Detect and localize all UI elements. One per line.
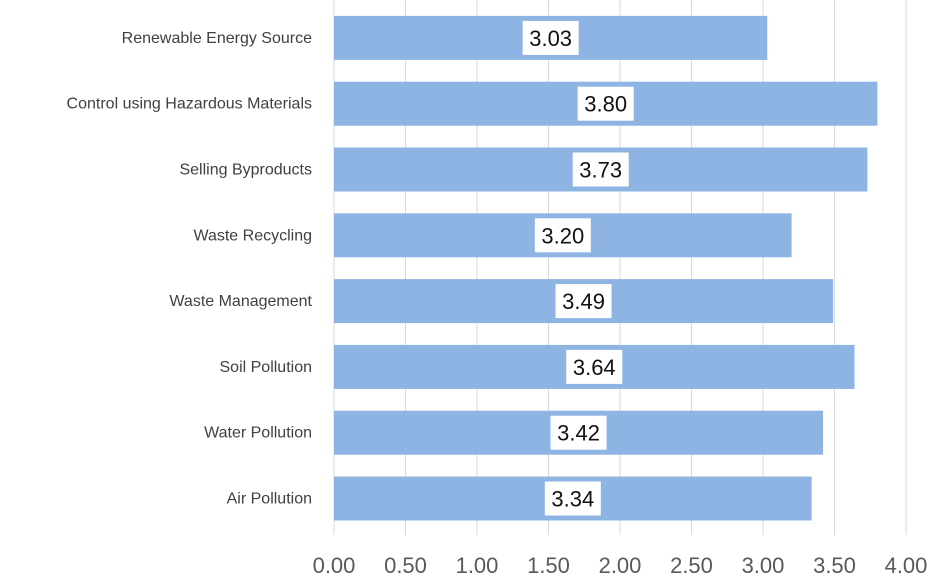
data-label-box bbox=[522, 20, 579, 55]
x-tick-label: 1.00 bbox=[456, 553, 499, 578]
x-tick-label: 2.50 bbox=[670, 553, 713, 578]
category-label: Water Pollution bbox=[204, 425, 312, 442]
x-tick-label: 2.00 bbox=[599, 553, 642, 578]
data-label: 3.64 bbox=[573, 355, 616, 380]
x-tick-label: 0.50 bbox=[384, 553, 427, 578]
data-label: 3.49 bbox=[562, 289, 605, 314]
data-label-box bbox=[572, 152, 629, 187]
data-label-box bbox=[555, 284, 612, 319]
x-tick-label: 3.00 bbox=[742, 553, 785, 578]
data-label: 3.73 bbox=[579, 158, 622, 183]
data-label: 3.42 bbox=[557, 421, 600, 446]
data-label-box bbox=[566, 349, 623, 384]
category-label: Waste Recycling bbox=[193, 227, 312, 244]
category-label: Waste Management bbox=[169, 293, 312, 310]
x-tick-label: 3.50 bbox=[813, 553, 856, 578]
data-label-box bbox=[577, 86, 634, 121]
data-label-box bbox=[544, 481, 601, 516]
category-label: Air Pollution bbox=[227, 491, 312, 508]
data-label: 3.20 bbox=[541, 223, 584, 248]
category-label: Control using Hazardous Materials bbox=[67, 96, 312, 113]
category-label: Selling Byproducts bbox=[179, 162, 312, 179]
x-tick-label: 0.00 bbox=[313, 553, 356, 578]
category-label: Soil Pollution bbox=[220, 359, 313, 376]
x-tick-label: 4.00 bbox=[885, 553, 928, 578]
data-label: 3.34 bbox=[551, 487, 594, 512]
category-label: Renewable Energy Source bbox=[122, 30, 312, 47]
data-label: 3.03 bbox=[529, 26, 572, 51]
data-label-box bbox=[534, 218, 591, 253]
data-label-box bbox=[550, 415, 607, 450]
data-label: 3.80 bbox=[584, 92, 627, 117]
x-tick-label: 1.50 bbox=[527, 553, 570, 578]
